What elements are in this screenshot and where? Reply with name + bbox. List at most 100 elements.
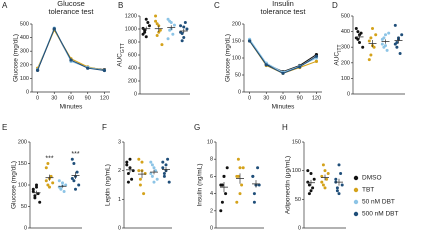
dot [354,26,358,30]
dot [49,174,53,178]
dot [367,58,371,62]
dot [182,25,186,29]
dot [382,36,386,40]
dot [179,24,183,28]
y-axis-label: Adiponectin (μg/mL) [285,156,292,214]
y-tick-label: 50 [235,72,241,78]
dot [154,169,158,173]
x-axis-label: Minutes [272,104,296,111]
y-tick-label: 300 [341,45,350,51]
y-tick-label: 100 [18,182,27,188]
dot [321,183,325,187]
dot [35,183,38,187]
x-axis-label: Minutes [60,104,84,111]
dot [380,42,384,46]
dot [126,180,130,184]
dot [400,33,404,37]
dot [57,179,61,183]
y-tick-label: 0 [347,91,350,97]
x-tick-label: 30 [263,95,269,101]
dot [155,34,159,37]
dot [64,183,68,187]
y-tick-label: 0 [26,89,29,95]
dot [62,189,66,193]
dot [335,189,339,193]
dot [309,172,313,176]
legend-marker [353,187,359,193]
dot [369,53,373,57]
data-point [35,68,40,72]
y-tick-label: 400 [341,29,350,35]
dot [125,163,129,167]
series-line [37,29,105,71]
significance: *** [45,155,53,162]
y-tick-label: 400 [128,65,137,71]
dot [44,166,48,170]
dot [325,177,329,181]
y-tick-label: 4 [210,191,213,197]
dot [238,166,242,170]
dot [152,180,156,184]
y-tick-label: 150 [18,161,27,167]
y-tick-label: 0 [298,225,301,231]
dot [398,51,402,55]
dot [307,192,311,196]
y-tick-label: 200 [341,60,350,66]
dot [172,23,176,27]
dot [141,32,145,36]
legend-marker [353,199,359,205]
series-line [249,40,317,74]
y-tick-label: 6 [210,174,213,180]
dot [182,35,186,39]
dot [140,160,144,164]
dot [152,166,156,170]
data-point [298,65,302,69]
dot [220,200,224,204]
dot [59,186,63,190]
dot [146,21,150,24]
dot [150,163,154,167]
dot [222,174,226,178]
dot [61,181,64,185]
dot [367,39,371,43]
dot [251,174,255,178]
y-tick-label: 600 [128,52,137,58]
dot [150,174,154,178]
legend-label: 500 nM DBT [362,211,399,218]
dot [309,189,313,193]
dot [326,172,330,176]
dot [361,45,365,49]
y-tick-label: 2 [210,208,213,214]
dot [128,157,132,161]
y-tick-label: 800 [128,39,137,45]
dot [356,37,360,41]
y-tick-label: 0 [118,225,121,231]
y-tick-label: 1 [118,197,121,203]
y-axis-label: Glucose (mg/dL) [13,34,20,82]
x-tick-label: 30 [51,95,57,101]
dot [340,183,344,187]
y-tick-label: 0 [238,89,241,95]
dot [236,174,240,178]
dot [395,45,399,49]
panel-label: F [102,123,107,132]
dot [149,172,153,176]
dot [70,157,74,161]
legend-marker [353,211,359,217]
dot [72,162,76,165]
dot [185,27,189,31]
dot [180,39,184,43]
series-line [37,28,105,71]
dot [358,41,361,45]
x-tick-label: 120 [312,95,321,101]
dot [166,157,170,161]
series-line [37,27,105,72]
dot [238,192,242,196]
y-tick-label: 300 [20,49,29,55]
dot [46,183,50,187]
panel-label: A [2,1,8,10]
x-tick-label: 60 [280,95,286,101]
y-tick-label: 400 [20,35,29,41]
dot [48,185,51,189]
